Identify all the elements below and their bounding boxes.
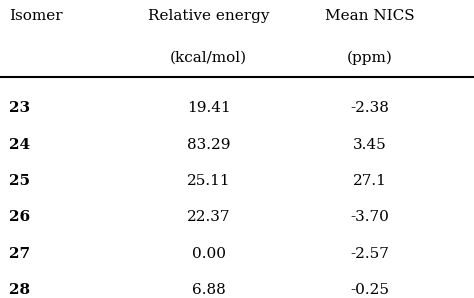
- Text: 28: 28: [9, 283, 31, 297]
- Text: 83.29: 83.29: [187, 138, 230, 152]
- Text: (kcal/mol): (kcal/mol): [170, 51, 247, 65]
- Text: 3.45: 3.45: [353, 138, 387, 152]
- Text: Mean NICS: Mean NICS: [325, 9, 415, 23]
- Text: -0.25: -0.25: [350, 283, 389, 297]
- Text: 25: 25: [9, 174, 30, 188]
- Text: 19.41: 19.41: [187, 101, 230, 115]
- Text: 6.88: 6.88: [191, 283, 226, 297]
- Text: Relative energy: Relative energy: [148, 9, 269, 23]
- Text: Isomer: Isomer: [9, 9, 63, 23]
- Text: 23: 23: [9, 101, 31, 115]
- Text: 0.00: 0.00: [191, 247, 226, 261]
- Text: 24: 24: [9, 138, 31, 152]
- Text: 25.11: 25.11: [187, 174, 230, 188]
- Text: -2.57: -2.57: [350, 247, 389, 261]
- Text: (ppm): (ppm): [347, 51, 392, 65]
- Text: 26: 26: [9, 210, 31, 224]
- Text: -3.70: -3.70: [350, 210, 389, 224]
- Text: 22.37: 22.37: [187, 210, 230, 224]
- Text: -2.38: -2.38: [350, 101, 389, 115]
- Text: 27.1: 27.1: [353, 174, 387, 188]
- Text: 27: 27: [9, 247, 31, 261]
